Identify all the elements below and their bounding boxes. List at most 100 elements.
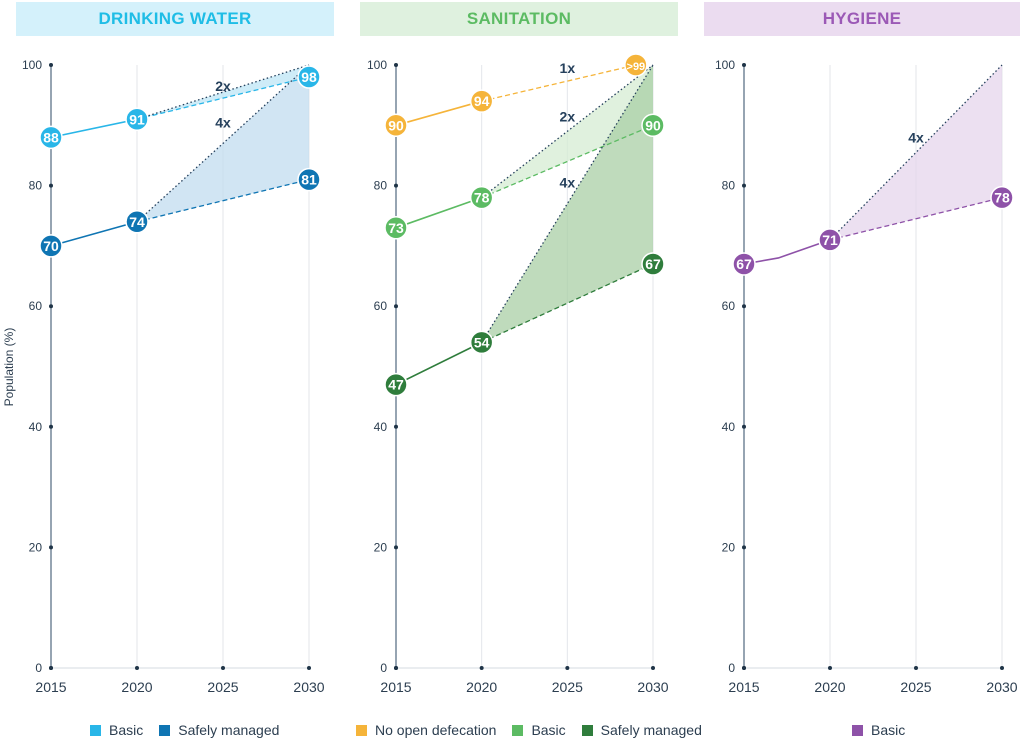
x-tick-label: 2025 [900,679,931,695]
y-tick-dot [394,424,398,429]
x-tick-label: 2020 [466,679,497,695]
data-point [384,113,408,138]
x-tick-label: 2030 [986,679,1017,695]
data-point [818,228,842,252]
x-tick-label: 2025 [207,679,238,695]
x-tick-label: 2015 [380,679,411,695]
legend-item: Basic [90,722,143,738]
projection-line [136,76,310,120]
y-tick-label: 80 [722,179,736,193]
data-label: 94 [474,93,490,109]
data-point [641,252,665,276]
legend-drinking-water: Basic Safely managed [90,722,295,738]
y-tick-dot [742,183,746,188]
series-line [50,221,138,247]
x-tick-dot [651,666,655,670]
series-line [395,196,482,229]
legend-sanitation: No open defecation Basic Safely managed [356,722,718,738]
y-tick-dot [742,545,746,550]
projection-line [481,64,637,102]
y-tick-label: 100 [22,58,42,72]
data-label: 67 [645,256,661,272]
y-tick-dot [394,183,398,188]
y-tick-label: 0 [35,661,42,675]
x-tick-label: 2015 [728,679,759,695]
projection-line [136,178,310,223]
y-tick-label: 40 [722,420,736,434]
x-tick-label: 2015 [35,679,66,695]
panel-header-sanitation: SANITATION [360,2,678,36]
data-label: 90 [388,117,404,133]
y-tick-label: 40 [374,420,388,434]
data-point [384,216,408,240]
y-tick-dot [742,424,746,429]
legend-item: Safely managed [159,722,279,738]
y-tick-label: 0 [380,661,387,675]
x-tick-label: 2030 [637,679,668,695]
x-tick-dot [742,666,746,670]
data-label: 74 [129,214,145,230]
x-tick-dot [221,666,225,670]
x-tick-dot [307,666,311,670]
data-label: 91 [129,111,145,127]
data-label: 78 [994,190,1010,206]
y-tick-dot [49,545,53,550]
y-tick-label: 40 [29,420,43,434]
required-rate-line [136,64,310,223]
x-tick-label: 2025 [552,679,583,695]
legend-swatch [852,724,863,736]
x-tick-dot [828,666,832,670]
data-point [732,252,756,276]
x-tick-dot [49,666,53,670]
y-tick-label: 100 [715,58,735,72]
data-label: >99 [627,61,646,73]
series-line [395,341,483,386]
y-tick-label: 80 [29,179,43,193]
y-tick-dot [742,63,746,67]
data-label: 67 [736,256,752,272]
x-tick-dot [479,666,484,670]
data-label: 78 [474,190,490,206]
x-tick-label: 2020 [121,679,152,695]
data-label: 81 [301,172,317,188]
data-point [125,107,149,132]
legend-label: Basic [531,722,566,738]
legend-swatch [512,724,524,736]
x-tick-dot [565,666,570,670]
series-line [743,239,831,265]
y-tick-label: 60 [374,299,388,313]
data-point [39,234,63,258]
legend-swatch [90,724,101,736]
y-tick-dot [394,545,398,550]
data-label: 98 [301,69,317,85]
legend-item: Basic [852,722,905,738]
data-point [297,167,321,192]
x-tick-label: 2030 [293,679,324,695]
y-tick-dot [394,304,398,309]
legend-label: Safely managed [600,722,702,738]
legend-hygiene: Basic [852,722,921,738]
acceleration-label: 4x [560,175,576,191]
data-label: 71 [822,232,838,248]
y-tick-dot [49,63,53,67]
y-tick-label: 100 [367,58,387,72]
y-axis-label: Population (%) [2,328,16,407]
x-tick-label: 2020 [814,679,845,695]
legend-label: No open defecation [375,722,497,738]
data-label: 47 [388,377,404,393]
data-label: 73 [388,220,404,236]
y-tick-label: 60 [29,299,43,313]
data-point [125,210,149,234]
projection-line [481,124,654,199]
panel-1: 0 20 40 60 80 100 2015 2020 2025 2030 1x 2x 4x 90 94 >9… [367,53,669,695]
data-label: 88 [43,129,59,145]
x-tick-dot [135,666,139,670]
y-tick-dot [49,424,53,429]
acceleration-label: 1x [560,60,576,76]
panel-header-drinking-water: DRINKING WATER [16,2,334,36]
data-label: 54 [474,334,490,350]
legend-swatch [356,724,367,736]
acceleration-label: 4x [215,114,231,130]
data-label: 70 [43,238,59,254]
